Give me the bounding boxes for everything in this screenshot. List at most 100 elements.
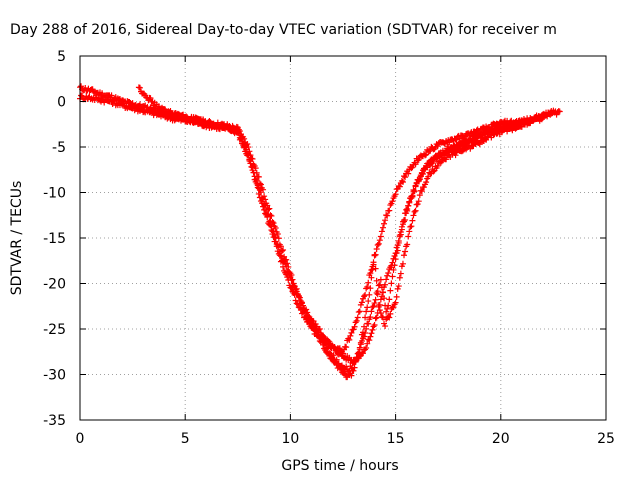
data-point xyxy=(377,296,384,303)
data-point xyxy=(363,308,370,315)
data-point xyxy=(389,273,396,280)
data-point xyxy=(372,315,379,322)
data-point xyxy=(398,226,405,233)
data-point xyxy=(374,288,381,295)
data-point xyxy=(351,323,358,330)
data-point xyxy=(166,109,173,116)
data-point xyxy=(408,195,415,202)
data-point xyxy=(307,319,314,326)
data-point xyxy=(404,241,411,248)
data-point xyxy=(327,350,334,357)
data-point xyxy=(405,170,412,177)
data-point xyxy=(268,212,275,219)
data-point xyxy=(459,147,466,154)
y-tick-label: -10 xyxy=(43,186,66,202)
data-point xyxy=(382,323,389,330)
data-point xyxy=(394,285,401,292)
data-point xyxy=(383,276,390,283)
data-point xyxy=(381,295,388,302)
data-point xyxy=(250,169,257,176)
data-point xyxy=(399,179,406,186)
data-point xyxy=(368,308,375,315)
data-point xyxy=(274,248,281,255)
data-point xyxy=(352,358,359,365)
x-tick-label: 5 xyxy=(181,431,190,447)
data-point xyxy=(372,296,379,303)
data-point xyxy=(353,317,360,324)
data-point xyxy=(324,345,331,352)
data-point xyxy=(402,248,409,255)
data-point xyxy=(237,135,244,142)
data-point xyxy=(284,274,291,281)
data-point xyxy=(371,300,378,307)
data-point xyxy=(256,194,263,201)
data-point xyxy=(377,233,384,240)
data-point xyxy=(376,307,383,314)
data-point xyxy=(355,309,362,316)
data-point xyxy=(272,224,279,231)
data-point xyxy=(415,198,422,205)
data-point xyxy=(282,260,289,267)
data-point xyxy=(330,352,337,359)
data-point xyxy=(421,184,428,191)
data-point xyxy=(356,308,363,315)
data-point xyxy=(417,173,424,180)
data-point xyxy=(333,356,340,363)
y-tick-label: -35 xyxy=(43,413,66,429)
data-point xyxy=(373,314,380,321)
data-point xyxy=(384,212,391,219)
data-point xyxy=(410,186,417,193)
data-point xyxy=(415,156,422,163)
data-point xyxy=(393,293,400,300)
data-point xyxy=(310,325,317,332)
data-point xyxy=(397,270,404,277)
data-point xyxy=(425,173,432,180)
data-point xyxy=(371,251,378,258)
data-point xyxy=(234,129,241,136)
data-point xyxy=(409,217,416,224)
data-point xyxy=(267,222,274,229)
data-point xyxy=(274,231,281,238)
data-point xyxy=(418,188,425,195)
data-point xyxy=(270,220,277,227)
data-point xyxy=(407,223,414,230)
data-point xyxy=(266,221,273,228)
x-axis-label: GPS time / hours xyxy=(281,458,398,474)
data-point xyxy=(280,247,287,254)
data-point xyxy=(348,329,355,336)
data-point xyxy=(418,170,425,177)
data-point xyxy=(355,351,362,358)
data-point xyxy=(430,158,437,165)
data-point xyxy=(382,281,389,288)
data-point xyxy=(262,210,269,217)
data-point xyxy=(370,259,377,266)
data-point xyxy=(517,123,524,130)
data-point xyxy=(406,199,413,206)
data-point xyxy=(364,340,371,347)
data-point xyxy=(268,227,275,234)
data-point xyxy=(354,314,361,321)
x-tick-label: 20 xyxy=(492,431,510,447)
data-point xyxy=(412,183,419,190)
data-point xyxy=(397,231,404,238)
data-point xyxy=(147,95,154,102)
data-point xyxy=(361,293,368,300)
data-point xyxy=(378,228,385,235)
data-point xyxy=(391,253,398,260)
data-point xyxy=(354,354,361,361)
data-point xyxy=(261,206,268,213)
data-point xyxy=(387,287,394,294)
data-point xyxy=(415,178,422,185)
data-point xyxy=(399,221,406,228)
data-point xyxy=(476,141,483,148)
data-point xyxy=(236,136,243,143)
y-tick-label: -15 xyxy=(43,231,66,247)
data-point xyxy=(358,299,365,306)
data-point xyxy=(374,242,381,249)
data-point xyxy=(406,228,413,235)
data-point xyxy=(255,190,262,197)
x-tick-label: 25 xyxy=(597,431,615,447)
data-point xyxy=(422,152,429,159)
data-point xyxy=(297,298,304,305)
data-point xyxy=(245,152,252,159)
